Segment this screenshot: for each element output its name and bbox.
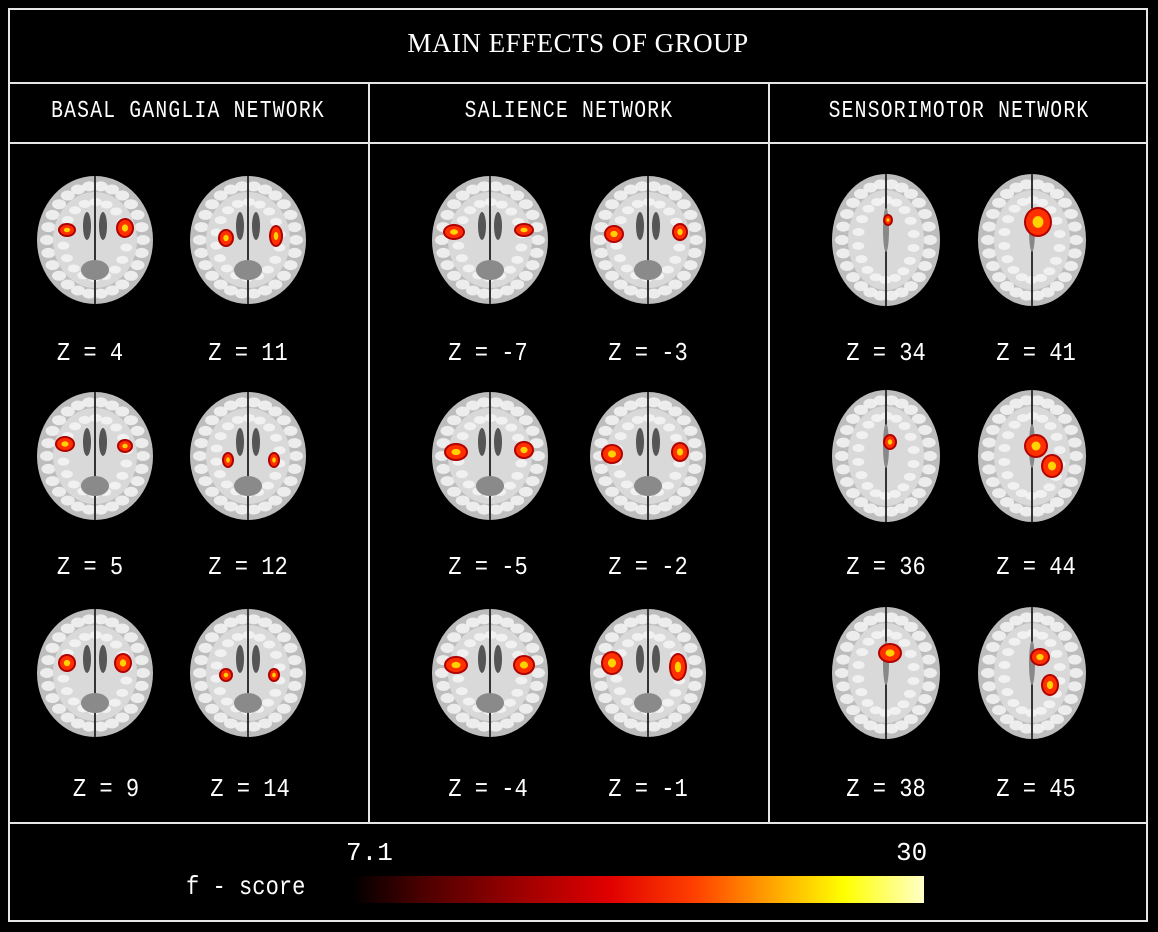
brain-slice-image [37,176,153,304]
brain-slice-image [978,607,1086,739]
slice-label: Z = 44 [996,552,1076,582]
brain-slice-image [190,392,306,520]
slice-label: Z = -7 [448,338,528,368]
slice-label: Z = -4 [448,774,528,804]
column-header-sensorimotor: SENSORIMOTOR NETWORK [828,98,1090,125]
header-divider [8,142,1148,144]
colorbar-max-label: 30 [896,838,928,868]
slice-label: Z = -2 [608,552,688,582]
brain-slice-image [832,174,940,306]
title-divider [8,82,1148,84]
colorbar-min-label: 7.1 [346,838,393,868]
slice-label: Z = -1 [608,774,688,804]
slice-label: Z = 12 [208,552,288,582]
slice-label: Z = 36 [846,552,926,582]
slice-label: Z = 38 [846,774,926,804]
brain-slice-image [37,609,153,737]
slice-label: Z = -3 [608,338,688,368]
brain-slice-image [590,392,706,520]
brain-slice-image [832,390,940,522]
brain-slice-image [590,609,706,737]
colorbar [352,876,924,903]
brain-slice-image [432,176,548,304]
brain-slice-image [978,390,1086,522]
brain-slice-image [432,392,548,520]
figure-title: MAIN EFFECTS OF GROUP [407,28,749,58]
brain-slice-image [432,609,548,737]
slice-label: Z = 9 [72,774,140,804]
colorbar-label: f - score [186,872,306,902]
column-header-basal-ganglia: BASAL GANGLIA NETWORK [51,98,325,125]
slice-label: Z = 41 [996,338,1076,368]
brain-slice-image [978,174,1086,306]
column-divider-1 [368,82,370,824]
slice-label: Z = 14 [210,774,290,804]
column-divider-2 [768,82,770,824]
slice-label: Z = 45 [996,774,1076,804]
slice-label: Z = 4 [56,338,124,368]
brain-slice-image [190,609,306,737]
brain-slice-image [37,392,153,520]
figure-frame [8,8,1148,922]
slice-label: Z = 11 [208,338,288,368]
brain-slice-image [190,176,306,304]
column-header-salience: SALIENCE NETWORK [464,98,674,125]
slice-label: Z = -5 [448,552,528,582]
slice-label: Z = 34 [846,338,926,368]
colorbar-divider [8,822,1148,824]
slice-label: Z = 5 [56,552,124,582]
brain-slice-image [590,176,706,304]
brain-slice-image [832,607,940,739]
